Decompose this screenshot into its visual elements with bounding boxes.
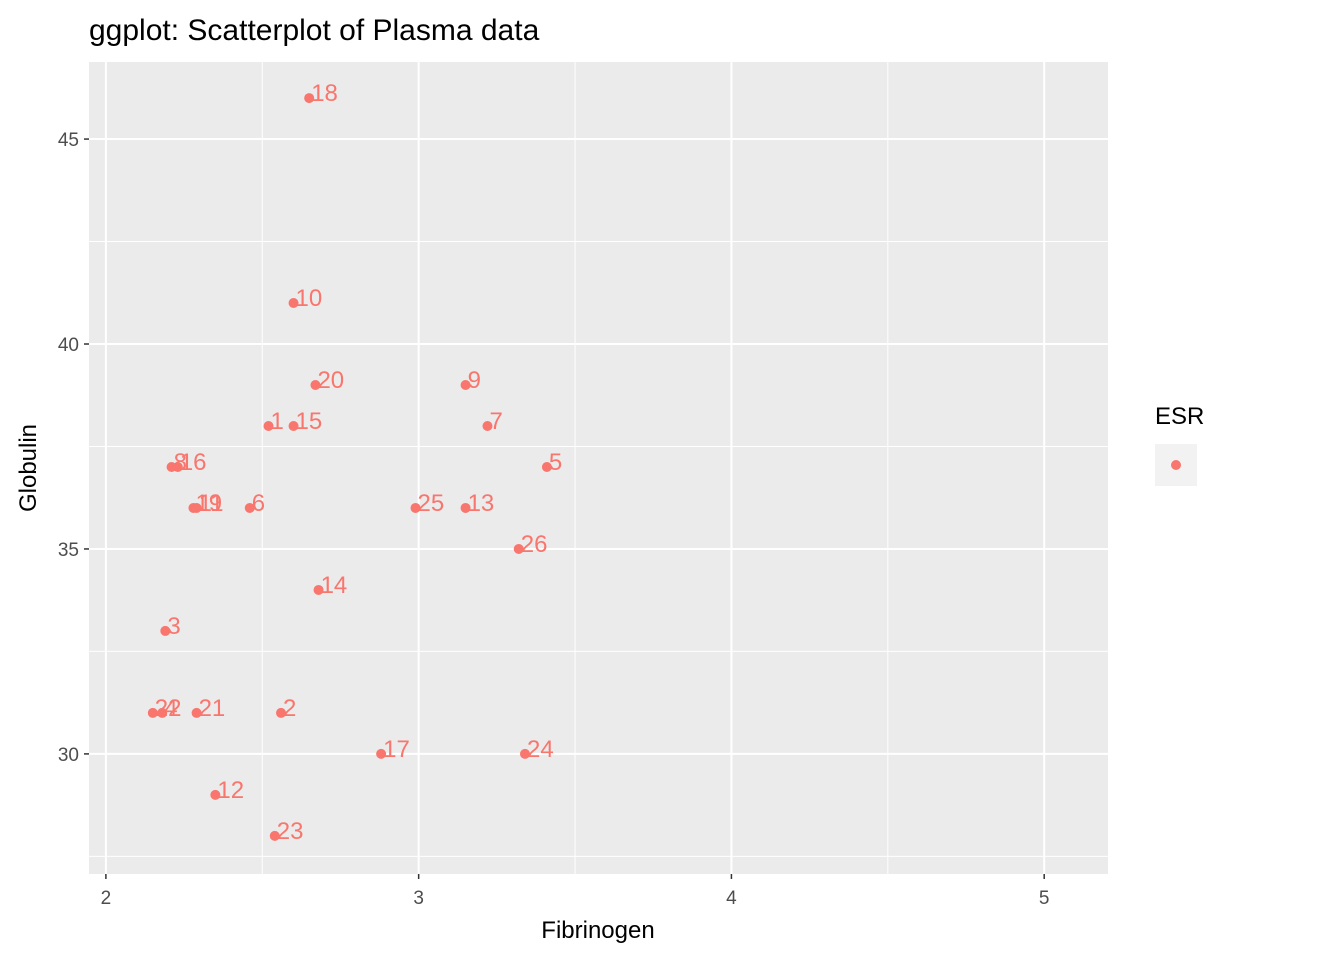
point: [191, 707, 202, 718]
point: [244, 502, 255, 513]
point: [519, 748, 530, 759]
y-tick-label: 40: [58, 335, 79, 356]
point: [482, 420, 493, 431]
y-tick-label: 45: [58, 130, 79, 151]
point-label: 20: [317, 367, 344, 394]
point: [310, 379, 321, 390]
point: [263, 420, 274, 431]
x-tick-label: 2: [101, 888, 112, 909]
point-label: 14: [321, 572, 348, 599]
legend-marker: [1171, 460, 1181, 470]
x-axis-title: Fibrinogen: [541, 917, 654, 944]
point: [147, 707, 158, 718]
legend-title: ESR: [1155, 403, 1204, 430]
panel: [89, 62, 1108, 874]
point-label: 19: [195, 490, 222, 517]
point-label: 23: [277, 818, 304, 845]
x-tick-label: 5: [1039, 888, 1050, 909]
point-label: 13: [468, 490, 495, 517]
point: [160, 625, 171, 636]
point-label: 15: [296, 408, 323, 435]
point: [269, 830, 280, 841]
point-label: 4: [164, 695, 177, 722]
point: [304, 93, 315, 104]
point: [376, 748, 387, 759]
point: [410, 502, 421, 513]
point: [541, 461, 552, 472]
point-label: 22: [155, 695, 182, 722]
point-label: 21: [199, 695, 226, 722]
y-tick-label: 35: [58, 540, 79, 561]
point: [157, 707, 168, 718]
point-label: 3: [167, 613, 180, 640]
point-label: 17: [383, 736, 410, 763]
point: [188, 502, 199, 513]
point: [460, 502, 471, 513]
point-label: 2: [283, 695, 296, 722]
point: [288, 298, 299, 309]
point-label: 1: [271, 408, 284, 435]
point: [513, 543, 524, 554]
point: [276, 707, 287, 718]
point-label: 26: [521, 531, 548, 558]
point-label: 25: [418, 490, 445, 517]
x-tick-label: 3: [413, 888, 424, 909]
x-tick-label: 4: [726, 888, 737, 909]
point-label: 12: [217, 777, 244, 804]
point: [288, 420, 299, 431]
point-label: 18: [311, 80, 338, 107]
point-label: 11: [199, 490, 224, 517]
point-label: 10: [296, 285, 323, 312]
point-label: 9: [468, 367, 481, 394]
y-axis-title: Globulin: [15, 424, 42, 512]
point: [313, 584, 324, 595]
point-label: 16: [180, 449, 207, 476]
point-label: 24: [527, 736, 554, 763]
point-label: 7: [489, 408, 502, 435]
point: [210, 789, 221, 800]
point-label: 6: [252, 490, 265, 517]
point: [460, 379, 471, 390]
point: [172, 461, 183, 472]
chart-title: ggplot: Scatterplot of Plasma data: [89, 14, 540, 47]
point-label: 5: [549, 449, 562, 476]
y-tick-label: 30: [58, 745, 79, 766]
